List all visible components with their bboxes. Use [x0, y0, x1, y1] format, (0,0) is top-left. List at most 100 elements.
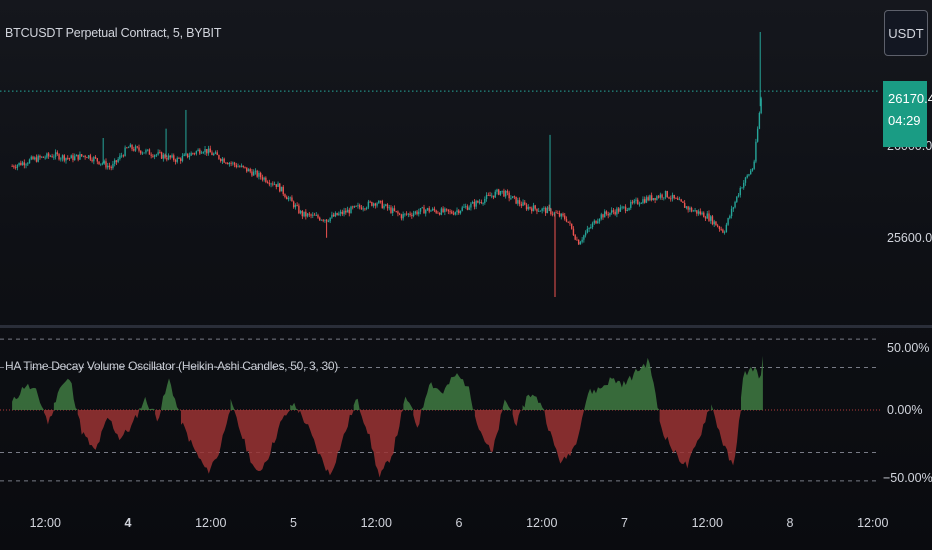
time-label: 12:00: [195, 516, 226, 530]
price-candle: [579, 241, 582, 245]
price-candle: [511, 196, 514, 199]
price-candle: [616, 208, 618, 215]
time-axis[interactable]: 12:00 4 12:00 5 12:00 6 12:00 7 12:00 8 12:00: [30, 516, 889, 530]
price-candle: [477, 200, 479, 203]
price-candle: [225, 162, 227, 164]
price-candle: [51, 156, 53, 158]
price-candle: [14, 167, 17, 169]
price-candle: [374, 203, 377, 206]
price-candle: [287, 198, 290, 200]
price-candle: [680, 199, 682, 202]
price-candle: [127, 147, 130, 149]
price-candle: [86, 157, 88, 159]
price-candle: [433, 208, 436, 211]
price-candle: [209, 148, 211, 153]
price-candle: [630, 201, 632, 208]
price-candle: [82, 155, 85, 157]
price-candle: [461, 207, 463, 211]
price-candle: [459, 210, 462, 214]
price-candle: [458, 210, 460, 214]
price-candle: [280, 186, 283, 192]
price-candle: [654, 198, 656, 200]
price-candle: [631, 201, 634, 203]
price-candles[interactable]: [11, 32, 762, 297]
price-candle: [577, 239, 580, 245]
price-candle: [72, 155, 74, 161]
price-candle: [416, 211, 418, 215]
price-candle: [252, 171, 255, 176]
time-label: 12:00: [361, 516, 392, 530]
price-candle: [537, 210, 540, 212]
price-candle: [148, 149, 151, 155]
price-candle: [365, 207, 368, 209]
price-candle: [701, 212, 703, 215]
price-candle: [345, 210, 347, 213]
price-candle: [254, 170, 257, 172]
price-candle: [435, 210, 437, 213]
price-candle: [256, 170, 258, 177]
price-candle: [600, 214, 602, 219]
time-label: 12:00: [692, 516, 723, 530]
price-candle: [303, 211, 305, 217]
price-label-25600: 25600.0: [887, 231, 932, 245]
oscillator-reference-lines: [0, 338, 880, 482]
price-candle: [607, 213, 609, 216]
price-candle: [760, 98, 762, 114]
price-candle: [527, 206, 529, 210]
symbol-title[interactable]: BTCUSDT Perpetual Contract, 5, BYBIT: [5, 26, 222, 40]
price-candle: [352, 206, 354, 208]
price-candle: [388, 207, 390, 209]
price-candle: [652, 198, 655, 201]
oscillator-positive-area: [421, 373, 475, 410]
price-candle: [94, 157, 97, 159]
time-label: 12:00: [857, 516, 888, 530]
price-candle: [447, 209, 450, 212]
indicator-title[interactable]: HA Time Decay Volume Oscillator (Heikin-…: [5, 359, 338, 373]
price-candle: [334, 212, 337, 217]
oscillator-negative-area: [298, 410, 354, 476]
price-candle: [508, 192, 510, 199]
price-candle: [362, 208, 364, 210]
price-candle: [555, 212, 557, 214]
price-candle: [456, 210, 458, 213]
price-candle: [199, 149, 201, 154]
price-candle: [550, 208, 552, 215]
price-candle: [532, 205, 535, 212]
price-candle: [407, 213, 410, 215]
oscillator-negative-area: [234, 410, 291, 471]
price-candle: [242, 165, 244, 167]
price-candle: [683, 202, 686, 208]
price-candle: [277, 183, 279, 187]
price-candle: [134, 146, 137, 151]
price-candle: [677, 198, 679, 200]
pane-separator[interactable]: [0, 325, 932, 328]
price-candle: [221, 158, 224, 162]
price-candle: [666, 190, 668, 198]
price-candle: [696, 210, 698, 214]
price-candle: [60, 158, 62, 160]
price-candle: [564, 215, 566, 220]
price-candle: [758, 113, 761, 129]
price-candle: [263, 177, 265, 180]
price-candle: [619, 207, 622, 212]
oscillator-positive-area: [12, 383, 44, 410]
price-candle: [357, 205, 359, 207]
price-candle: [383, 205, 385, 209]
oscillator-area[interactable]: [12, 355, 763, 478]
price-candle: [465, 206, 467, 208]
price-candle: [491, 195, 493, 197]
price-candle: [181, 155, 184, 161]
osc-label-neg50: −50.00%: [883, 471, 932, 485]
oscillator-negative-area: [155, 410, 162, 422]
price-candle: [744, 177, 747, 183]
currency-button[interactable]: USDT: [884, 10, 928, 56]
price-candle: [541, 208, 543, 211]
price-candle: [46, 153, 48, 158]
price-candle: [282, 186, 284, 195]
price-candle: [393, 208, 396, 211]
price-candle: [232, 162, 234, 164]
price-candle: [195, 151, 198, 154]
price-candle: [291, 197, 293, 202]
oscillator-negative-area: [77, 410, 140, 450]
price-candle: [730, 208, 733, 217]
